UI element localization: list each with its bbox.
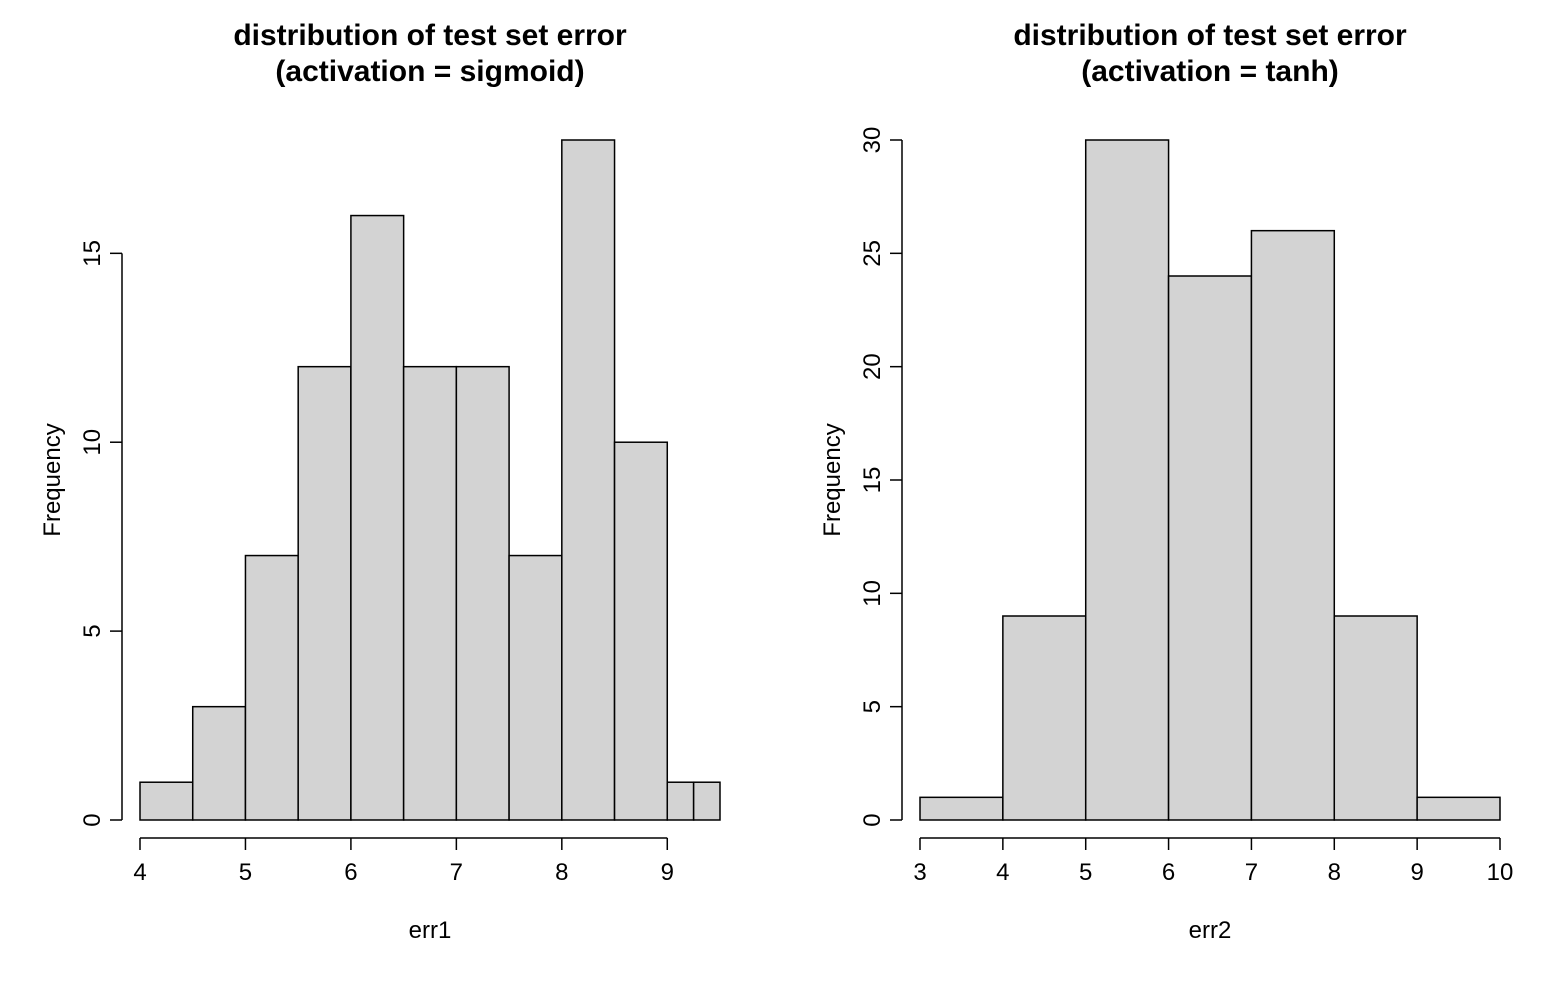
y-tick-label-3: 15 [859, 467, 886, 494]
bar-5 [404, 367, 457, 820]
y-tick-label-3: 15 [79, 240, 106, 267]
y-tick-label-0: 0 [859, 813, 886, 826]
y-tick-label-1: 5 [859, 700, 886, 713]
bar-1 [193, 707, 246, 820]
x-axis-label: err1 [409, 917, 452, 944]
y-axis-label: Frequency [819, 423, 846, 536]
x-tick-label-0: 4 [133, 859, 146, 886]
bar-5 [1334, 616, 1417, 820]
figure-svg: distribution of test set error(activatio… [0, 0, 1568, 990]
y-tick-label-0: 0 [79, 813, 106, 826]
bar-3 [298, 367, 351, 820]
bars-group [140, 140, 720, 820]
y-tick-label-5: 25 [859, 240, 886, 267]
x-tick-label-6: 9 [1410, 859, 1423, 886]
bar-0 [920, 797, 1003, 820]
bar-2 [245, 556, 298, 820]
x-tick-label-2: 6 [344, 859, 357, 886]
bar-1 [1003, 616, 1086, 820]
bar-9 [615, 442, 668, 820]
x-tick-label-3: 7 [450, 859, 463, 886]
x-tick-label-1: 5 [239, 859, 252, 886]
y-tick-label-2: 10 [79, 429, 106, 456]
y-tick-label-2: 10 [859, 580, 886, 607]
bar-7 [509, 556, 562, 820]
figure-canvas: distribution of test set error(activatio… [0, 0, 1568, 990]
bar-4 [351, 216, 404, 820]
x-tick-label-4: 7 [1245, 859, 1258, 886]
bar-3 [1169, 276, 1252, 820]
y-tick-label-1: 5 [79, 624, 106, 637]
x-tick-label-5: 8 [1328, 859, 1341, 886]
bar-4 [1251, 231, 1334, 820]
chart-title-line-1: (activation = sigmoid) [275, 55, 584, 88]
chart-title-line-0: distribution of test set error [1013, 19, 1407, 52]
chart-title-line-0: distribution of test set error [233, 19, 627, 52]
bar-11 [694, 782, 720, 820]
y-tick-label-4: 20 [859, 353, 886, 380]
x-tick-label-4: 8 [555, 859, 568, 886]
bar-8 [562, 140, 615, 820]
bar-0 [140, 782, 193, 820]
x-tick-label-1: 4 [996, 859, 1009, 886]
y-tick-label-6: 30 [859, 127, 886, 154]
chart-panel-1: distribution of test set error(activatio… [819, 19, 1513, 944]
bar-6 [1417, 797, 1500, 820]
bar-10 [667, 782, 693, 820]
bar-6 [456, 367, 509, 820]
bar-2 [1086, 140, 1169, 820]
y-axis-label: Frequency [39, 423, 66, 536]
x-axis-label: err2 [1189, 917, 1232, 944]
chart-title-line-1: (activation = tanh) [1081, 55, 1339, 88]
x-tick-label-0: 3 [913, 859, 926, 886]
bars-group [920, 140, 1500, 820]
x-tick-label-7: 10 [1487, 859, 1514, 886]
x-tick-label-2: 5 [1079, 859, 1092, 886]
x-tick-label-5: 9 [661, 859, 674, 886]
x-tick-label-3: 6 [1162, 859, 1175, 886]
chart-panel-0: distribution of test set error(activatio… [39, 19, 720, 944]
